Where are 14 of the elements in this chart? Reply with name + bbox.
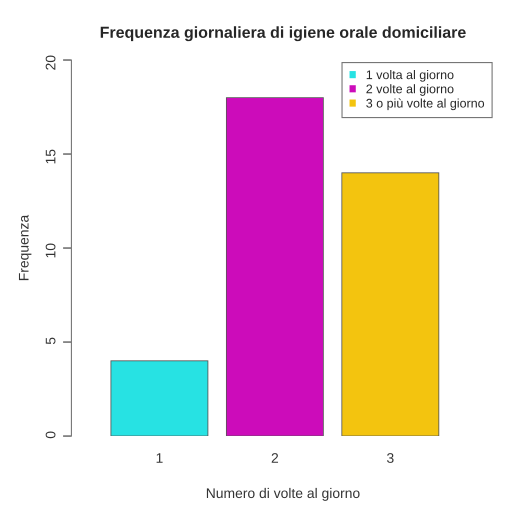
y-tick-label: 5 — [46, 338, 56, 344]
y-tick-label: 20 — [46, 56, 56, 70]
y-axis-title: Frequenza — [18, 214, 32, 280]
y-tick-label: 15 — [46, 150, 56, 164]
chart-title: Frequenza giornaliera di igiene orale domiciliare — [100, 26, 466, 42]
x-tick-label: 2 — [272, 453, 278, 463]
y-tick-label: 0 — [46, 432, 56, 438]
x-tick-label: 3 — [386, 453, 394, 463]
legend-label: 2 volte al giorno — [366, 84, 454, 96]
y-tick-label: 10 — [46, 244, 56, 258]
legend-label: 1 volta al giorno — [366, 70, 454, 82]
x-axis-title: Numero di volte al giorno — [206, 488, 360, 501]
legend-label: 3 o più volte al giorno — [366, 98, 484, 110]
x-tick-label: 1 — [156, 453, 163, 463]
